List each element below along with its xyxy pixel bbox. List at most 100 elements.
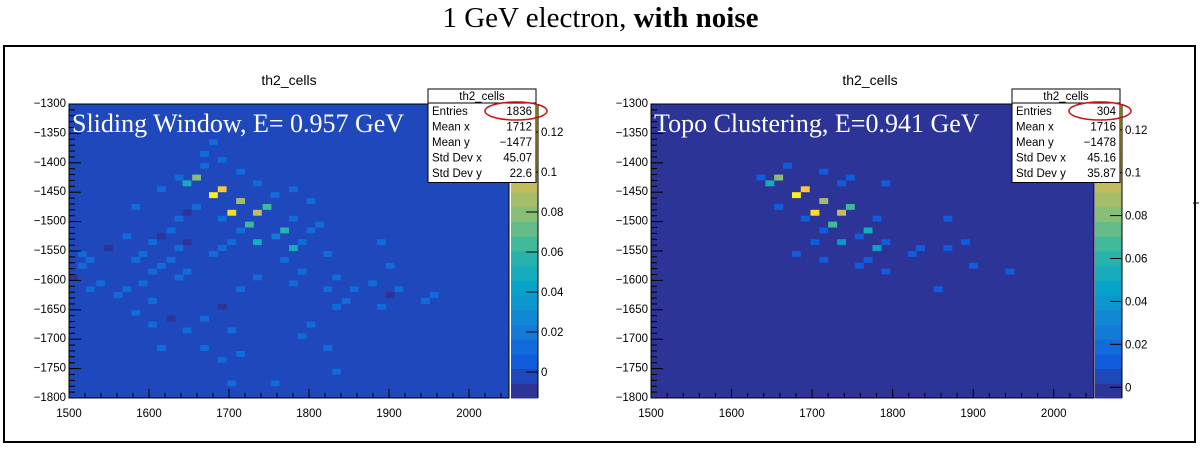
heatmap-cell <box>837 209 846 216</box>
colorbar-level <box>1095 251 1122 267</box>
heatmap-cell <box>881 239 891 246</box>
heatmap-cell <box>182 239 192 246</box>
heatmap-cell <box>217 303 227 310</box>
y-tick-label: −1550 <box>616 245 648 257</box>
colorbar-level <box>1095 192 1122 208</box>
colorbar-level <box>1095 353 1122 370</box>
heatmap-cell <box>332 274 341 281</box>
x-tick-label: 1900 <box>376 408 402 420</box>
z-tick-label: 0.1 <box>541 167 557 179</box>
stats-label: Entries <box>1016 106 1052 118</box>
x-tick-label: 1500 <box>638 408 664 420</box>
heatmap-cell <box>792 251 801 257</box>
pad-title: th2_cells <box>261 72 316 88</box>
stats-label: Entries <box>432 106 468 118</box>
figure-title: 1 GeV electron, with noise <box>0 2 1201 35</box>
colorbar-level <box>1095 265 1122 281</box>
y-tick-label: −1500 <box>34 216 66 228</box>
stats-box <box>1011 88 1121 183</box>
heatmap-cell <box>236 168 245 175</box>
heatmap-cell <box>253 274 262 281</box>
heatmap-cell <box>756 174 766 181</box>
heatmap-cell <box>122 233 132 240</box>
heatmap-cell <box>385 292 395 299</box>
colorbar-level <box>511 206 538 223</box>
y-tick-label: −1650 <box>616 304 648 316</box>
heatmap-cell <box>182 180 192 187</box>
heatmap-cell <box>271 233 281 240</box>
heatmap-cell <box>227 380 237 387</box>
z-tick-label: 0.04 <box>541 287 564 299</box>
heatmap-cell <box>182 209 192 216</box>
heatmap-cell <box>262 204 272 210</box>
heatmap-cell <box>217 186 227 193</box>
colorbar-level <box>511 251 538 267</box>
heatmap-cell <box>332 303 341 310</box>
x-tick-label: 1700 <box>799 408 825 420</box>
heatmap-cell <box>289 186 298 193</box>
heatmap-cell <box>236 198 245 204</box>
stats-label: Mean x <box>1016 122 1054 134</box>
heatmap-cell <box>872 245 882 251</box>
heatmap-cell <box>783 162 792 169</box>
heatmap-cell <box>297 333 307 340</box>
heatmap-cell <box>863 256 873 263</box>
heatmap-cell <box>385 262 395 269</box>
heatmap-cell <box>943 215 953 222</box>
title-plain: 1 GeV electron, <box>442 2 634 34</box>
heatmap-cell <box>200 345 209 351</box>
z-tick-label: 0.12 <box>1125 125 1147 137</box>
y-tick-label: −1600 <box>616 274 648 286</box>
colorbar-level <box>1095 236 1122 252</box>
heatmap-cell <box>306 198 316 204</box>
heatmap-cell <box>148 298 157 304</box>
heatmap-cell <box>131 204 141 210</box>
heatmap-cell <box>819 168 829 175</box>
y-tick-label: −1550 <box>34 245 66 257</box>
y-tick-label: −1750 <box>34 363 66 375</box>
y-tick-label: −1700 <box>34 333 66 345</box>
heatmap-cell <box>157 186 166 193</box>
heatmap-cell <box>236 351 245 357</box>
z-tick-label: 0.06 <box>1125 254 1147 266</box>
z-tick-label: 0.1 <box>1125 168 1141 180</box>
y-tick-label: −1300 <box>616 98 648 110</box>
heatmap-cell <box>217 156 227 163</box>
y-tick-label: −1650 <box>34 304 66 316</box>
z-tick-label: 0.02 <box>541 327 563 339</box>
colorbar-level <box>511 324 538 340</box>
heatmap-cell <box>174 245 184 251</box>
heatmap-cell <box>192 204 201 210</box>
pad-0: th2_cells 1500 1600 1700 1800 1900 2000 −1300 −1… <box>34 72 564 420</box>
heatmap-cell <box>845 174 855 181</box>
heatmap-cell <box>429 292 439 299</box>
overlay-label: Topo Clustering, E=0.941 GeV <box>654 109 980 138</box>
y-tick-label: −1400 <box>34 157 66 169</box>
heatmap-cell <box>907 251 917 257</box>
stats-label: Std Dev x <box>432 153 482 165</box>
heatmap-cell <box>819 227 829 234</box>
colorbar-level <box>511 309 538 325</box>
stats-value: 1712 <box>506 122 532 134</box>
highlight-ellipse <box>1068 101 1132 121</box>
colorbar-level <box>511 221 538 237</box>
heatmap-cell <box>85 286 95 293</box>
heatmap-cell <box>200 151 209 157</box>
heatmap-cell <box>872 215 882 222</box>
heatmap-cell <box>166 256 176 263</box>
heatmap-cell <box>819 198 829 204</box>
heatmap-cell <box>819 256 829 263</box>
heatmap-cell <box>289 245 298 251</box>
colorbar-level <box>1095 309 1122 325</box>
colorbar-level <box>1095 324 1122 340</box>
heatmap-cell <box>227 327 237 334</box>
heatmap-cell <box>104 245 113 251</box>
heatmap-cell <box>77 262 87 269</box>
heatmap-cell <box>192 174 201 181</box>
heatmap-cell <box>236 227 245 234</box>
colorbar-level <box>1095 221 1122 237</box>
z-tick-label: 0.08 <box>1125 211 1147 223</box>
stats-value: 35.87 <box>1087 168 1116 180</box>
heatmap-cell <box>323 251 333 257</box>
colorbar-level <box>1095 383 1122 399</box>
